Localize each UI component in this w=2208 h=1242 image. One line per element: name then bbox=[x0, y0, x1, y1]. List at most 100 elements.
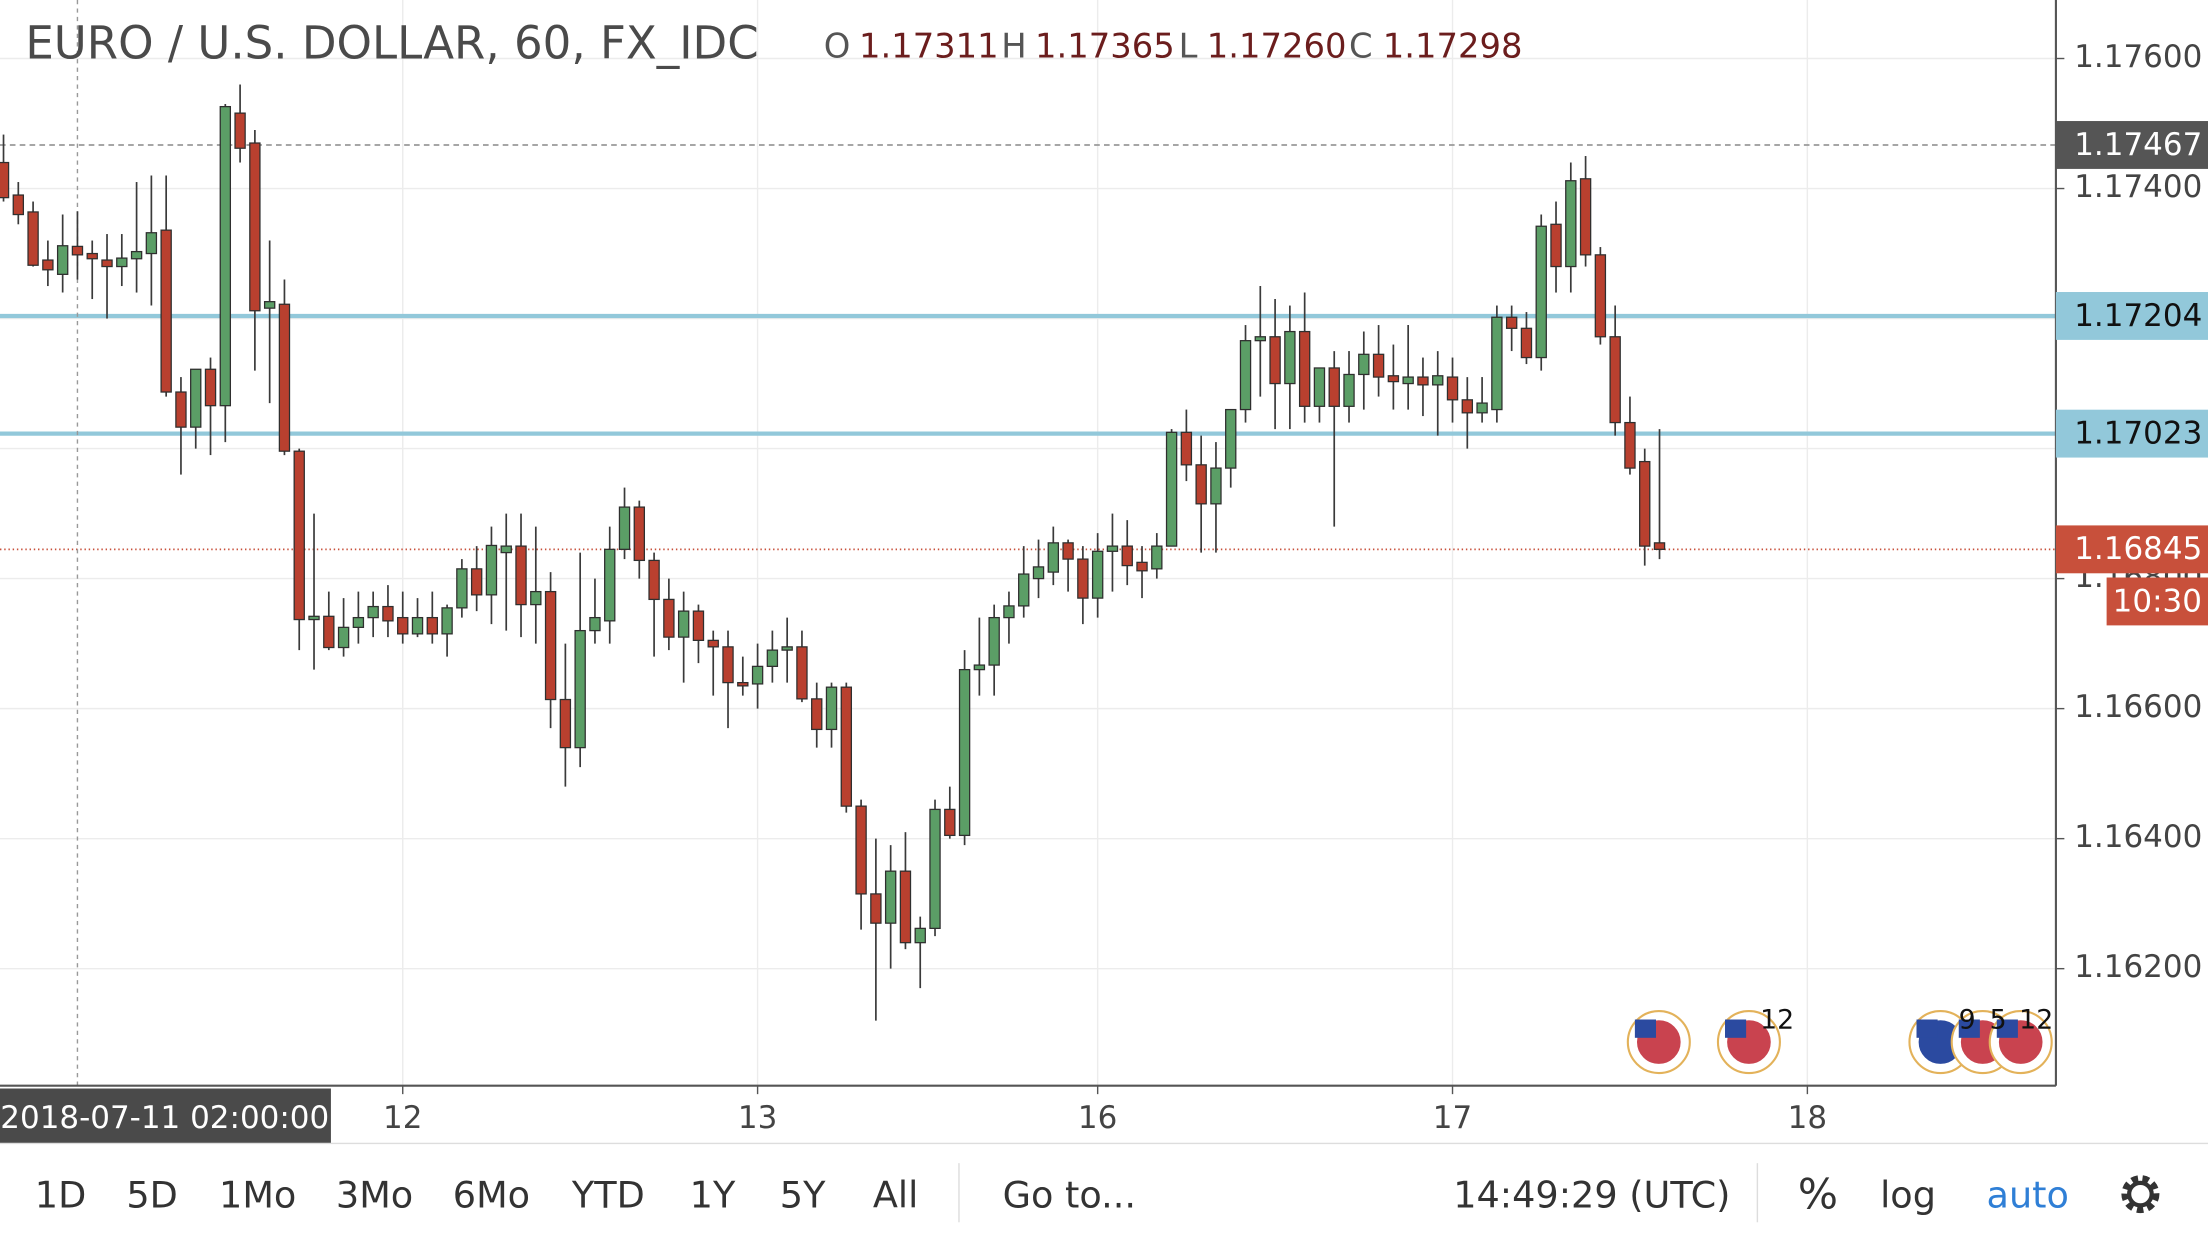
candle-body bbox=[175, 391, 187, 428]
candle-body bbox=[500, 545, 512, 554]
candle-body bbox=[648, 559, 660, 601]
range-button[interactable]: 1D bbox=[35, 1173, 86, 1216]
event-label: 5 bbox=[1990, 1004, 2007, 1035]
candle-body bbox=[781, 646, 793, 651]
candle-body bbox=[0, 161, 10, 199]
candle-body bbox=[1062, 542, 1074, 560]
candle-body bbox=[426, 616, 439, 635]
candle-body bbox=[944, 808, 956, 837]
settings-icon[interactable] bbox=[2121, 1175, 2160, 1214]
candle-body bbox=[1624, 421, 1636, 469]
candle-body bbox=[160, 229, 172, 393]
candle-body bbox=[1091, 550, 1104, 599]
candle-body bbox=[27, 211, 39, 266]
ohlc-value: 1.17260 bbox=[1207, 26, 1347, 65]
candle-body bbox=[293, 450, 305, 621]
price-label-box bbox=[2055, 525, 2208, 574]
price-label: 1.17023 bbox=[2074, 416, 2202, 452]
time-axis-labels: 12 13 16 17 18 bbox=[383, 1085, 1827, 1136]
x-tick-label: 18 bbox=[1788, 1100, 1827, 1136]
event-label: 12 bbox=[2019, 1004, 2053, 1035]
range-button[interactable]: 3Mo bbox=[336, 1173, 413, 1216]
candle-body bbox=[515, 545, 527, 606]
candle-body bbox=[751, 665, 764, 685]
candle-body bbox=[323, 615, 335, 649]
range-button[interactable]: 1Y bbox=[690, 1173, 736, 1216]
candle-body bbox=[1505, 316, 1518, 329]
event-flag-canton bbox=[1996, 1019, 2018, 1038]
range-button[interactable]: 6Mo bbox=[453, 1173, 530, 1216]
candle-body bbox=[870, 893, 882, 924]
candle-body bbox=[204, 368, 217, 407]
candle-body bbox=[884, 870, 897, 924]
candle-body bbox=[899, 870, 912, 944]
candle-body bbox=[766, 649, 779, 668]
candle-body bbox=[574, 629, 586, 749]
candle-body bbox=[530, 590, 542, 606]
candle-body bbox=[1180, 431, 1193, 466]
candle-body bbox=[589, 616, 601, 632]
candle-body bbox=[337, 626, 350, 649]
candle-body bbox=[1003, 605, 1015, 619]
x-tick-label: 13 bbox=[738, 1100, 777, 1136]
candle-body bbox=[382, 605, 394, 622]
candle-body bbox=[1653, 542, 1666, 550]
goto-button[interactable]: Go to... bbox=[1003, 1173, 1136, 1216]
auto-toggle[interactable]: auto bbox=[1987, 1173, 2069, 1216]
candle-body bbox=[1047, 542, 1060, 573]
candle-body bbox=[71, 245, 84, 256]
candle-body bbox=[1032, 566, 1045, 580]
price-label-box bbox=[2055, 121, 2208, 169]
candle-body bbox=[825, 686, 838, 731]
candle-body bbox=[988, 616, 1000, 666]
candle-body bbox=[1195, 464, 1207, 505]
candle-body bbox=[1269, 336, 1281, 385]
candle-body bbox=[249, 142, 261, 312]
candle-body bbox=[1239, 340, 1252, 411]
candle-body bbox=[1210, 467, 1222, 505]
ohlc-key: H bbox=[1001, 26, 1026, 65]
candle-body bbox=[116, 257, 128, 268]
ohlc-key: O bbox=[824, 26, 851, 65]
candle-body bbox=[677, 610, 690, 638]
ohlc-value: 1.17298 bbox=[1383, 26, 1523, 65]
candle-body bbox=[855, 805, 867, 895]
candle-body bbox=[456, 568, 468, 609]
ohlc-header: O 1.17311 H 1.17365 L 1.17260 C 1.17298 bbox=[824, 26, 1523, 65]
range-button[interactable]: 1Mo bbox=[219, 1173, 296, 1216]
candle-body bbox=[1594, 254, 1607, 338]
y-tick-label: 1.16200 bbox=[2074, 949, 2202, 985]
candle-body bbox=[1639, 460, 1651, 547]
range-button[interactable]: 5Y bbox=[780, 1173, 826, 1216]
price-label: 1.16845 bbox=[2074, 531, 2202, 567]
candle-body bbox=[1417, 376, 1429, 386]
candle-body bbox=[278, 303, 291, 452]
range-button[interactable]: All bbox=[873, 1173, 918, 1216]
x-tick-label: 17 bbox=[1433, 1100, 1472, 1136]
event-flag-canton bbox=[1916, 1019, 1938, 1038]
price-label-box bbox=[2055, 292, 2208, 340]
candle-body bbox=[1565, 180, 1577, 268]
candle-body bbox=[796, 646, 808, 700]
candle-body bbox=[86, 252, 98, 260]
range-button[interactable]: YTD bbox=[571, 1173, 645, 1216]
x-tick-label: 16 bbox=[1078, 1100, 1117, 1136]
clock[interactable]: 14:49:29 (UTC) bbox=[1453, 1173, 1730, 1216]
candle-body bbox=[1550, 223, 1562, 268]
candle-body bbox=[190, 368, 202, 428]
candle-body bbox=[692, 610, 705, 641]
event-label: 12 bbox=[1760, 1004, 1794, 1035]
percent-toggle[interactable]: % bbox=[1798, 1169, 1838, 1218]
candle-body bbox=[811, 698, 823, 731]
candle-body bbox=[1579, 178, 1592, 256]
crosshair-label-box bbox=[0, 1088, 331, 1144]
log-toggle[interactable]: log bbox=[1880, 1173, 1936, 1216]
candle-body bbox=[559, 698, 572, 749]
ohlc-value: 1.17365 bbox=[1035, 26, 1175, 65]
range-button[interactable]: 5D bbox=[126, 1173, 177, 1216]
x-tick-label: 12 bbox=[383, 1100, 422, 1136]
event-flag-canton bbox=[1634, 1019, 1656, 1038]
events: 12 9 5 12 bbox=[1626, 1004, 2053, 1075]
